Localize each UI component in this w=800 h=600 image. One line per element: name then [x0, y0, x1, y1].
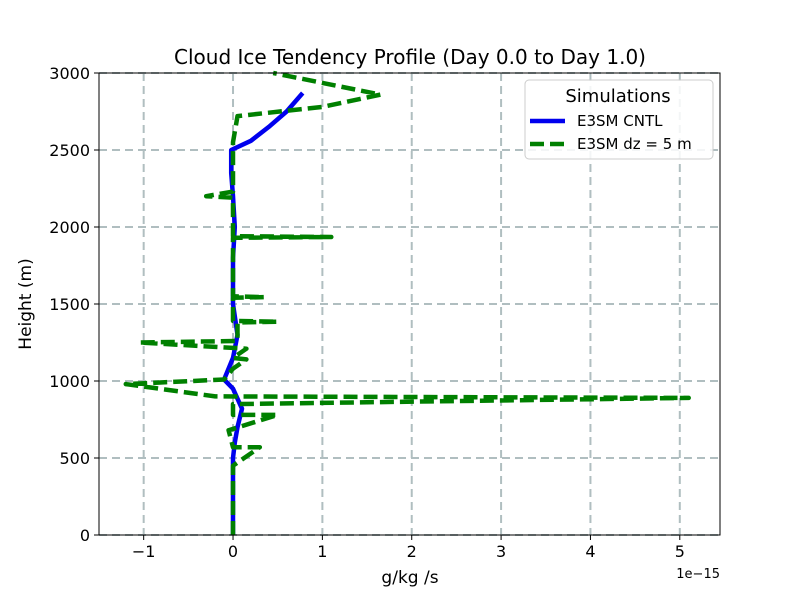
series-line-cntl: [221, 91, 305, 535]
series-lines: [123, 70, 691, 535]
x-tick-label: 0: [228, 542, 238, 561]
legend-box: [524, 79, 714, 160]
y-tick-label: 2000: [49, 218, 90, 237]
x-tick-label: −1: [132, 542, 156, 561]
y-axis-label: Height (m): [16, 258, 36, 349]
x-axis-ticks: −1 0 1 2 3 4 5: [132, 535, 685, 561]
y-tick-label: 3000: [49, 64, 90, 83]
x-tick-label: 1: [317, 542, 327, 561]
x-tick-label: 5: [675, 542, 685, 561]
legend-label-dz5: E3SM dz = 5 m: [577, 135, 692, 153]
x-tick-label: 3: [496, 542, 506, 561]
y-tick-label: 500: [59, 449, 90, 468]
y-tick-label: 2500: [49, 141, 90, 160]
x-axis-offset-label: 1e−15: [676, 567, 720, 582]
y-tick-label: 1500: [49, 295, 90, 314]
legend-title: Simulations: [565, 86, 670, 107]
y-tick-label: 1000: [49, 372, 90, 391]
legend-label-cntl: E3SM CNTL: [577, 112, 663, 130]
x-tick-label: 2: [407, 542, 417, 561]
y-axis-ticks: 0 500 1000 1500 2000 2500 3000: [49, 64, 99, 545]
chart-title: Cloud Ice Tendency Profile (Day 0.0 to D…: [174, 45, 646, 69]
legend: Simulations E3SM CNTL E3SM dz = 5 m: [524, 79, 714, 160]
x-axis-label: g/kg /s: [381, 568, 438, 588]
series-line-dz5: [123, 70, 691, 535]
y-tick-label: 0: [80, 526, 90, 545]
x-tick-label: 4: [585, 542, 595, 561]
